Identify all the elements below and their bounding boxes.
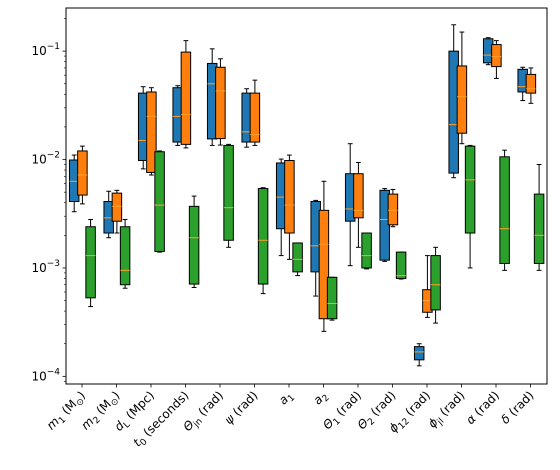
box-s3-5 (223, 143, 234, 248)
box-body (284, 159, 295, 234)
y-tick-label: 10−4 (31, 367, 60, 383)
box-s3-1 (85, 218, 96, 308)
box-s3-11 (430, 246, 441, 324)
box-s3-8 (326, 276, 338, 321)
box-body (188, 205, 200, 285)
box-body (361, 232, 372, 269)
box-s3-12 (464, 144, 476, 269)
box-body (499, 156, 510, 264)
box-body (257, 188, 269, 285)
box-body (326, 276, 338, 320)
boxes-layer (68, 24, 545, 367)
box-s3-3 (154, 150, 165, 253)
box-s2-2 (111, 189, 123, 234)
y-axis: 10−4 10−3 10−2 10−1 (31, 18, 66, 383)
box-s2-3 (146, 87, 157, 176)
box-body (464, 145, 476, 234)
box-s2-5 (215, 58, 226, 146)
box-body (387, 193, 399, 226)
box-s3-2 (119, 218, 131, 289)
box-s3-13 (499, 149, 510, 271)
x-tick-label: α (rad) (463, 388, 502, 427)
box-s2-14 (525, 67, 537, 104)
box-s2-12 (456, 31, 468, 145)
y-tick-label: 10−3 (31, 259, 60, 275)
box-s2-10 (387, 188, 399, 228)
box-s1-11 (413, 343, 425, 367)
y-tick-label: 10−2 (31, 151, 60, 167)
box-body (525, 73, 537, 94)
box-s2-9 (353, 161, 364, 248)
box-body (413, 346, 425, 361)
box-s2-4 (180, 40, 192, 149)
box-s3-4 (188, 195, 200, 289)
box-body (353, 173, 364, 219)
box-s3-10 (395, 251, 407, 280)
box-body (119, 226, 131, 286)
box-body (491, 44, 502, 68)
box-s2-6 (249, 79, 261, 146)
y-tick-label: 10−1 (31, 42, 60, 58)
box-body (77, 150, 88, 196)
x-tick-label: ϕjl (rad) (425, 388, 470, 433)
box-s2-1 (77, 145, 88, 205)
box-body (318, 209, 330, 320)
box-body (223, 144, 234, 241)
x-axis: m1 (M⊙)m2 (M⊙)dL (Mpc)t0 (seconds)Θjn (r… (44, 384, 537, 450)
x-tick-label: ψ (rad) (222, 388, 261, 427)
box-body (146, 91, 157, 173)
x-tick-label: a1 (276, 388, 297, 409)
box-body (395, 251, 407, 279)
box-body (215, 66, 226, 140)
box-s3-14 (533, 164, 545, 271)
plot-frame (65, 7, 548, 385)
box-s2-8 (318, 180, 330, 332)
box-body (154, 151, 165, 252)
box-body (456, 65, 468, 134)
x-tick-label: a2 (310, 388, 331, 409)
box-body (249, 92, 261, 143)
box-body (430, 255, 441, 311)
x-tick-label: δ (rad) (498, 388, 536, 426)
box-s2-13 (491, 40, 502, 79)
box-body (111, 192, 123, 222)
box-s3-9 (361, 232, 372, 270)
box-body (292, 242, 303, 273)
box-s3-6 (257, 187, 269, 295)
box-body (533, 193, 545, 264)
box-s3-7 (292, 242, 303, 277)
box-body (180, 51, 192, 145)
box-body (85, 226, 96, 299)
box-s2-7 (284, 154, 295, 260)
